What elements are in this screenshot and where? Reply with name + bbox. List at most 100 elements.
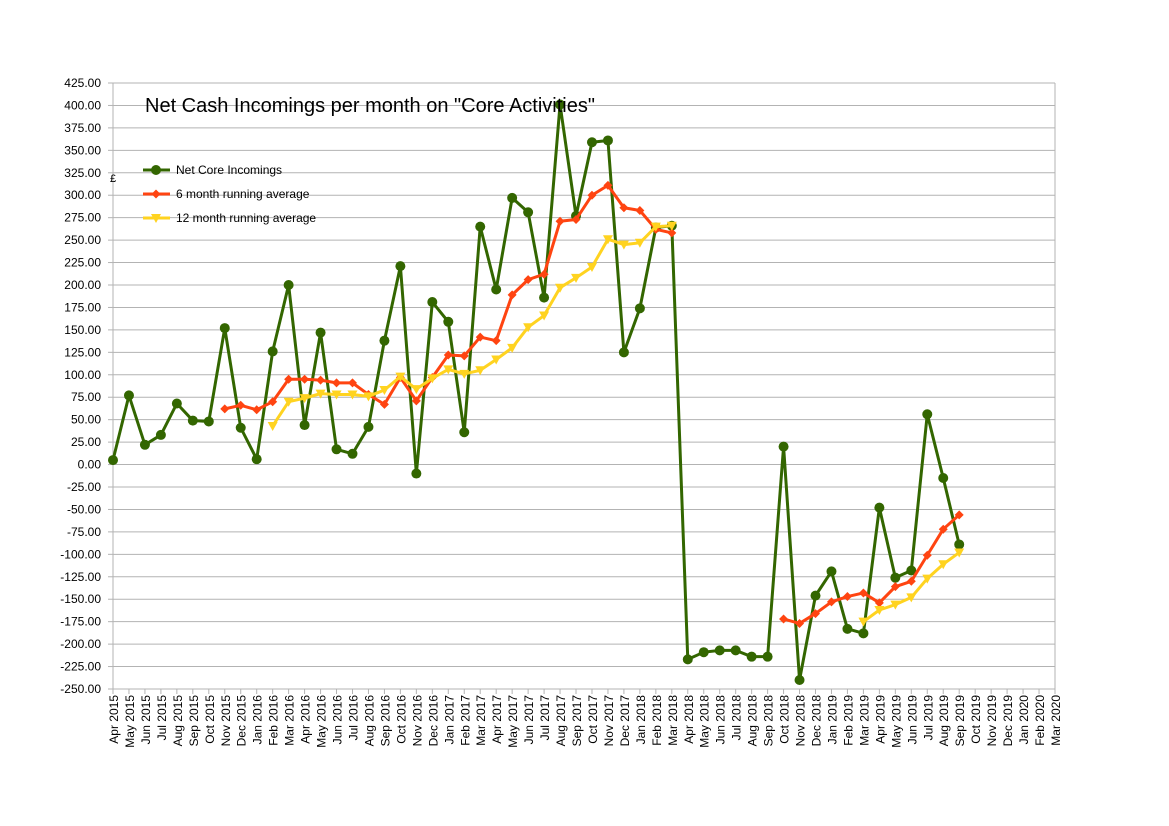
- data-point: [618, 347, 629, 358]
- data-point: [826, 597, 836, 607]
- data-point: [475, 366, 486, 376]
- data-point: [635, 205, 645, 215]
- data-point: [746, 651, 757, 662]
- legend-item: 6 month running average: [143, 187, 310, 201]
- data-point: [379, 399, 389, 409]
- x-tick-label: Jan 2020: [1017, 695, 1031, 745]
- x-tick-label: Sep 2015: [187, 695, 201, 747]
- data-point: [507, 192, 518, 203]
- data-point: [555, 99, 566, 110]
- data-point: [108, 455, 118, 466]
- data-point: [187, 415, 198, 426]
- data-point: [411, 468, 422, 479]
- data-point: [571, 214, 581, 224]
- x-tick-label: Apr 2016: [299, 695, 313, 744]
- data-point: [890, 600, 901, 610]
- x-tick-label: Sep 2019: [953, 695, 967, 747]
- y-tick-label: 350.00: [64, 143, 101, 157]
- data-point: [459, 351, 469, 361]
- data-point: [491, 284, 502, 295]
- y-tick-label: 250.00: [64, 233, 101, 247]
- legend-marker: [151, 165, 161, 175]
- data-point: [331, 390, 342, 400]
- x-tick-label: Oct 2018: [778, 695, 792, 744]
- y-tick-label: 100.00: [64, 368, 101, 382]
- data-point: [586, 137, 597, 148]
- x-tick-label: Aug 2018: [746, 695, 760, 747]
- x-tick-label: Jul 2017: [538, 695, 552, 741]
- x-tick-label: Apr 2015: [107, 695, 121, 744]
- data-point: [954, 548, 965, 558]
- data-point: [666, 221, 677, 231]
- legend-label: Net Core Incomings: [176, 163, 282, 177]
- data-point: [523, 323, 534, 333]
- y-tick-label: -75.00: [67, 525, 101, 539]
- data-point: [842, 623, 853, 634]
- x-tick-label: Sep 2016: [378, 695, 392, 747]
- x-tick-label: Jul 2019: [921, 695, 935, 741]
- x-tick-label: Nov 2018: [794, 695, 808, 747]
- data-point: [171, 398, 182, 409]
- data-point: [491, 336, 501, 346]
- data-point: [411, 396, 421, 406]
- data-point: [603, 180, 613, 190]
- data-point: [284, 374, 294, 384]
- data-point: [203, 416, 214, 427]
- x-tick-label: Mar 2016: [283, 695, 297, 746]
- data-point: [938, 473, 949, 484]
- data-point: [586, 263, 597, 273]
- y-axis: -250.00 -225.00 -200.00 -175.00 -150.00 -125.…: [60, 76, 113, 696]
- y-tick-label: 275.00: [64, 211, 101, 225]
- x-tick-label: Aug 2017: [554, 695, 568, 747]
- data-point: [539, 311, 550, 321]
- data-point: [858, 588, 868, 598]
- data-point: [331, 444, 342, 455]
- x-tick-label: Mar 2019: [857, 695, 871, 746]
- data-point: [507, 343, 518, 353]
- data-point: [315, 389, 326, 399]
- data-point: [810, 590, 821, 601]
- y-tick-label: -100.00: [60, 547, 101, 561]
- data-point: [890, 572, 901, 583]
- data-point: [283, 397, 294, 407]
- x-tick-label: Jan 2018: [634, 695, 648, 745]
- data-point: [795, 618, 805, 628]
- y-tick-label: -250.00: [60, 682, 101, 696]
- data-point: [906, 593, 917, 603]
- x-tick-label: Jul 2016: [346, 695, 360, 741]
- y-tick-label: 0.00: [78, 458, 102, 472]
- data-point: [634, 238, 645, 248]
- x-tick-label: Nov 2015: [219, 695, 233, 747]
- y-tick-label: 375.00: [64, 121, 101, 135]
- data-point: [539, 269, 549, 279]
- y-tick-label: -125.00: [60, 570, 101, 584]
- data-point: [938, 524, 948, 534]
- data-point: [874, 502, 885, 513]
- data-point: [299, 420, 310, 431]
- data-point: [874, 598, 884, 608]
- data-point: [220, 404, 230, 414]
- data-point: [779, 614, 789, 624]
- data-point: [427, 374, 438, 384]
- legend-label: 12 month running average: [176, 211, 316, 225]
- data-point: [539, 292, 550, 303]
- data-point: [650, 222, 661, 232]
- data-point: [267, 346, 278, 357]
- y-tick-label: 300.00: [64, 188, 101, 202]
- x-tick-label: Mar 2018: [666, 695, 680, 746]
- y-tick-label: 50.00: [71, 413, 101, 427]
- x-tick-label: Dec 2019: [1001, 695, 1015, 747]
- y-tick-label: 325.00: [64, 166, 101, 180]
- data-point: [555, 216, 565, 226]
- x-tick-label: Feb 2017: [458, 695, 472, 746]
- data-point: [698, 647, 709, 658]
- legend-marker: [151, 214, 161, 223]
- data-point: [475, 221, 486, 232]
- legend-marker: [151, 189, 161, 199]
- data-point: [363, 392, 374, 402]
- grid: [112, 82, 1056, 690]
- data-point: [682, 654, 693, 665]
- y-tick-label: -25.00: [67, 480, 101, 494]
- legend-item: 12 month running average: [143, 211, 316, 225]
